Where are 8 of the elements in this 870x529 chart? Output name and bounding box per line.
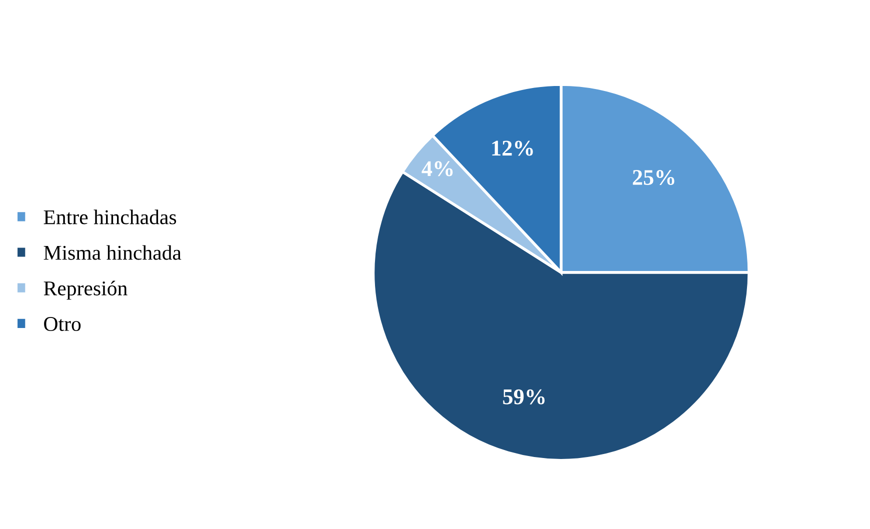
legend-label: Entre hinchadas (44, 210, 176, 224)
data-label: 59% (503, 389, 545, 404)
legend-label: Misma hinchada (44, 245, 182, 260)
legend-label: Otro (44, 317, 81, 332)
data-label: 4% (422, 161, 453, 176)
data-label: 12% (492, 140, 533, 156)
legend-label: Represión (44, 280, 128, 300)
data-label: 25% (632, 170, 674, 186)
